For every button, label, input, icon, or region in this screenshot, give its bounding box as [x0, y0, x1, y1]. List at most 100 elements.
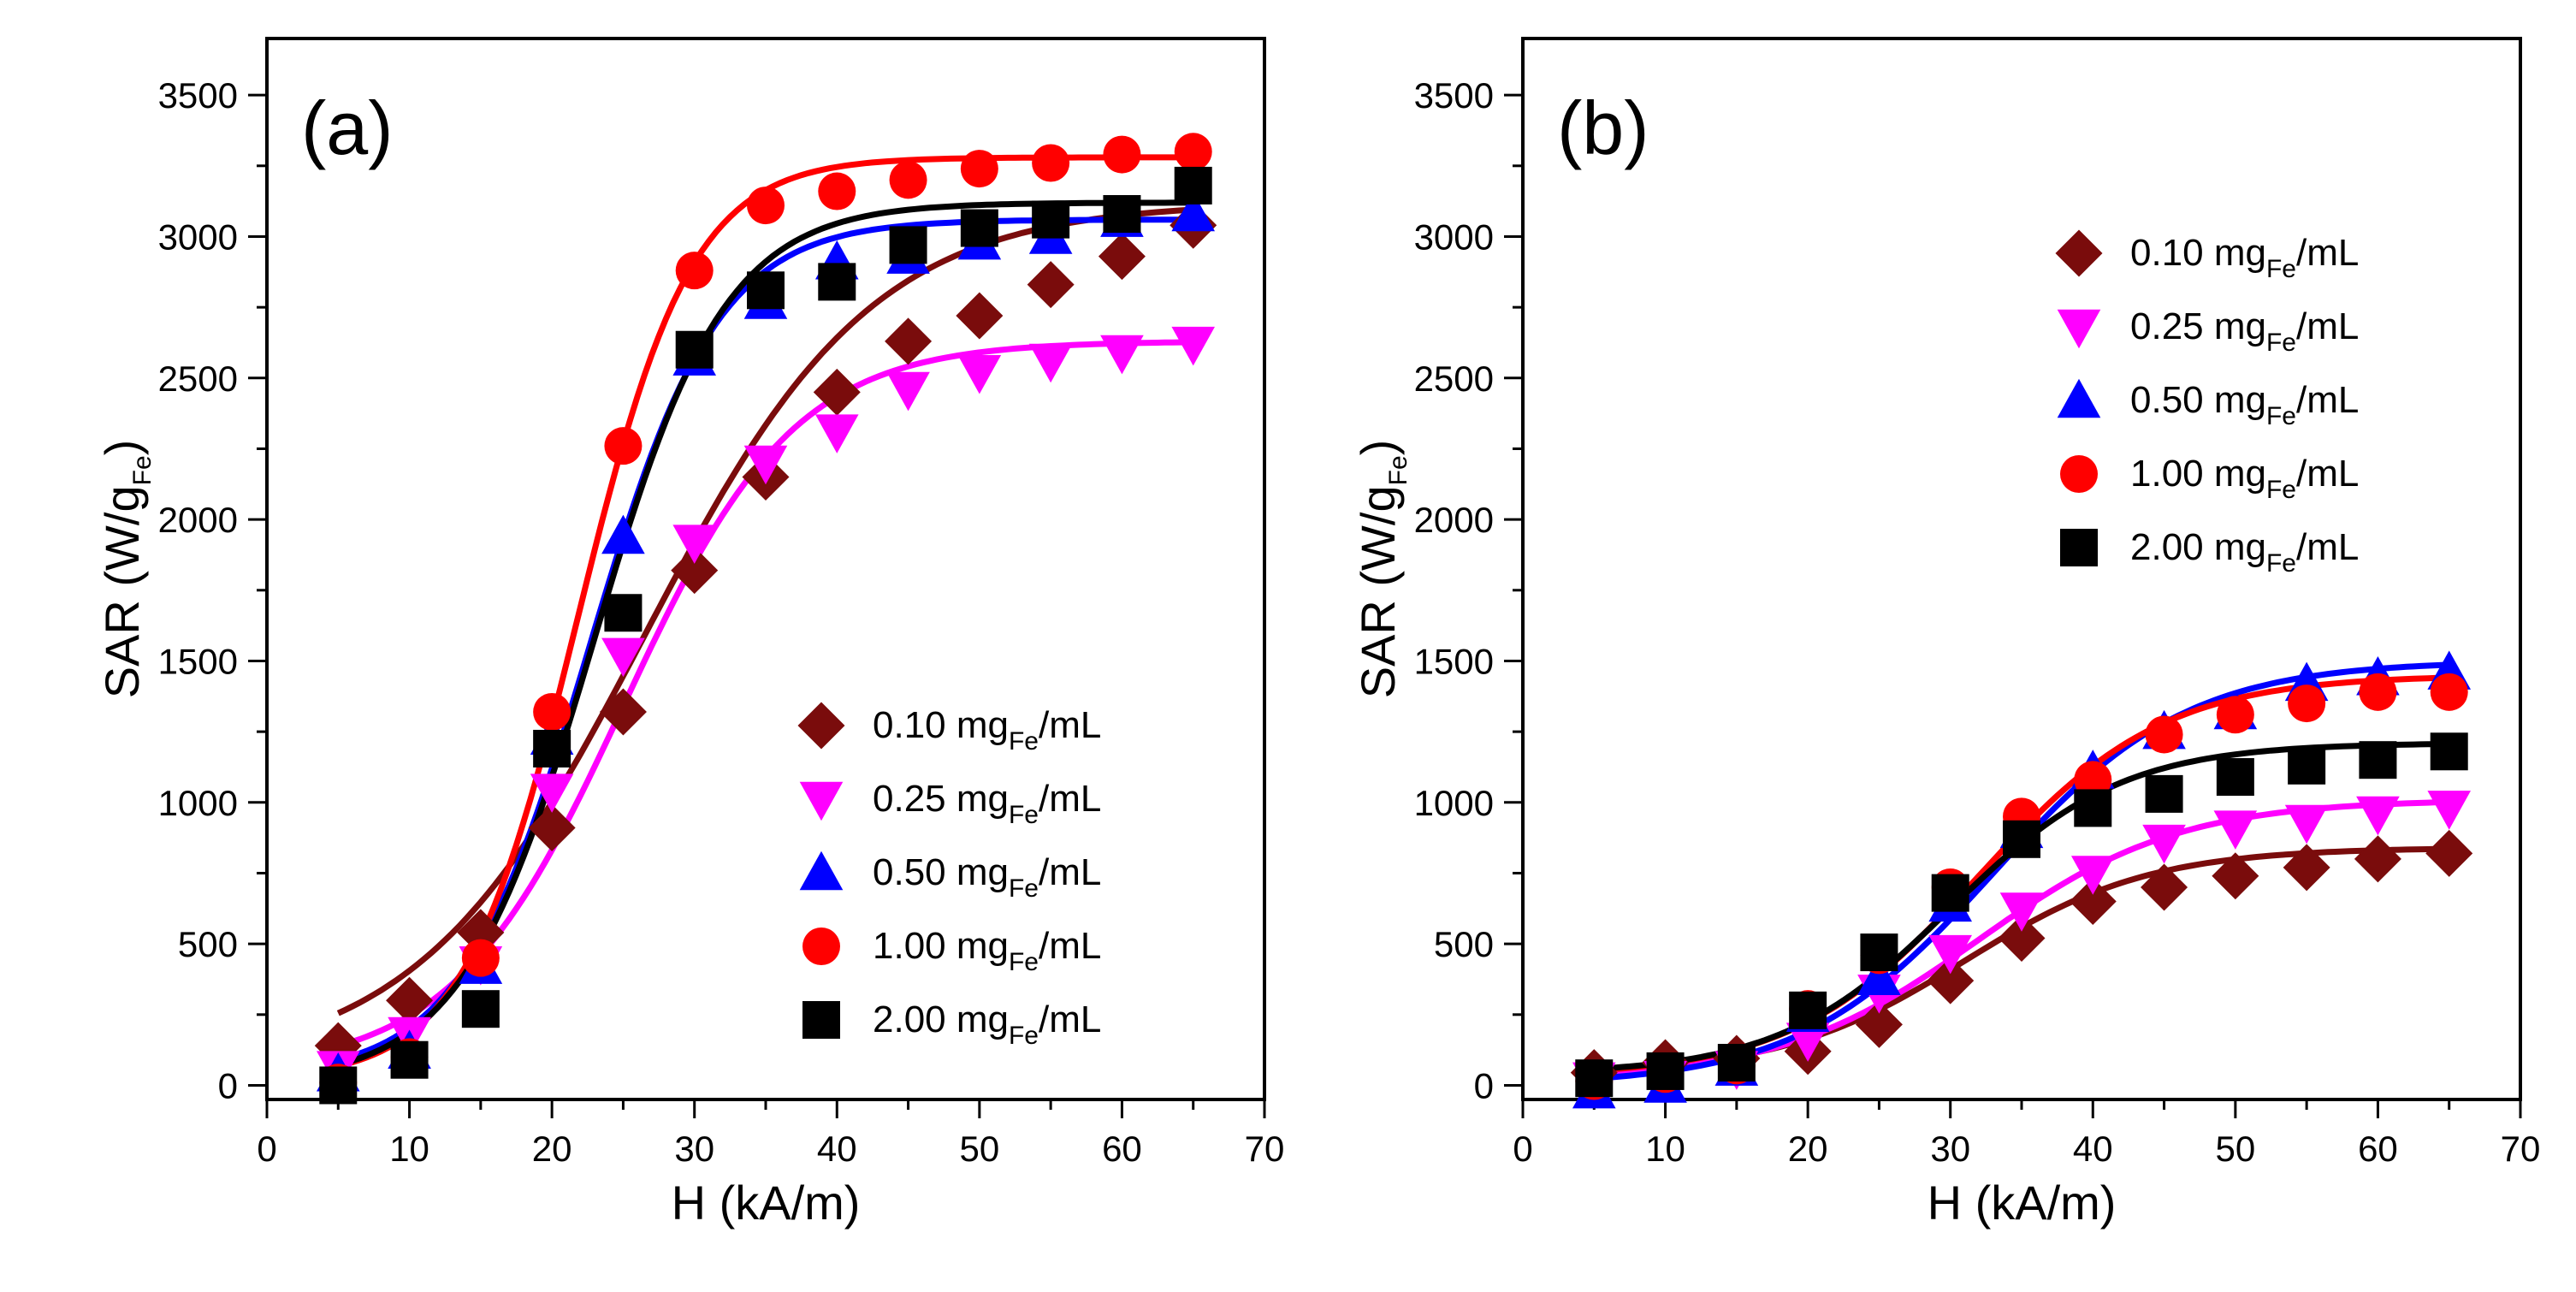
legend-marker-0.10	[797, 702, 845, 750]
data-point	[1785, 1022, 1830, 1062]
data-point	[601, 514, 645, 554]
data-point	[533, 692, 571, 731]
y-tick-label: 2000	[1414, 500, 1494, 540]
data-point	[530, 773, 574, 813]
data-point	[960, 209, 998, 247]
data-point	[461, 939, 500, 977]
legend-marker-0.25	[2057, 309, 2101, 349]
data-point	[2216, 696, 2254, 734]
legend-marker-1.00	[2060, 455, 2098, 493]
data-point	[1789, 991, 1827, 1029]
y-tick-label: 0	[1474, 1065, 1494, 1105]
data-point	[1927, 957, 1975, 1005]
data-point	[319, 1066, 358, 1105]
data-point	[1032, 200, 1070, 239]
x-tick-label: 70	[1245, 1129, 1285, 1169]
data-point	[2142, 824, 2186, 864]
data-point	[461, 990, 500, 1028]
data-point	[1174, 133, 1212, 171]
data-point	[2212, 852, 2259, 900]
data-point	[2074, 789, 2112, 827]
data-point	[813, 368, 861, 416]
x-axis-title: H (kA/m)	[1928, 1176, 2117, 1230]
y-tick-label: 500	[178, 924, 238, 964]
data-point	[675, 330, 714, 369]
data-point	[2430, 673, 2468, 711]
data-point	[889, 161, 927, 199]
data-point	[957, 354, 1002, 394]
legend-label-0.50: 0.50 mgFe/mL	[873, 851, 1101, 903]
legend-label-0.10: 0.10 mgFe/mL	[873, 704, 1101, 756]
legend: 0.10 mgFe/mL 0.25 mgFe/mL 0.50 mgFe/mL 1.00…	[2055, 229, 2359, 578]
y-axis-title: SAR (W/gFe)	[95, 440, 157, 699]
legend-marker-0.10	[2055, 229, 2103, 277]
legend-label-2.00: 2.00 mgFe/mL	[2130, 526, 2359, 578]
data-point	[1103, 135, 1141, 174]
series-2.00	[319, 166, 1212, 1105]
x-tick-label: 10	[1645, 1129, 1685, 1169]
data-point	[2141, 863, 2188, 911]
x-tick-label: 0	[1513, 1129, 1532, 1169]
data-point	[675, 252, 714, 290]
series-1.00	[1575, 673, 2468, 1100]
data-point	[604, 594, 643, 632]
data-point	[818, 172, 856, 210]
data-point	[1998, 915, 2046, 963]
x-tick-label: 30	[674, 1129, 714, 1169]
data-point	[2425, 829, 2473, 877]
y-tick-label: 1000	[1414, 783, 1494, 823]
data-point	[601, 637, 645, 678]
y-tick-label: 2500	[158, 359, 238, 399]
data-point	[1171, 192, 1216, 232]
legend-marker-0.50	[799, 850, 844, 891]
data-point	[2430, 732, 2468, 771]
data-point	[1646, 1052, 1685, 1090]
data-point	[386, 976, 434, 1024]
data-point	[1032, 144, 1070, 182]
data-point	[2359, 673, 2397, 711]
x-tick-label: 60	[1102, 1129, 1142, 1169]
y-axis-title-group: SAR (W/gFe)	[1351, 440, 1412, 699]
data-point	[672, 525, 717, 564]
data-point	[886, 371, 930, 412]
legend-label-0.25: 0.25 mgFe/mL	[873, 778, 1101, 829]
y-tick-label: 1500	[158, 641, 238, 681]
data-point	[2288, 685, 2326, 723]
panel-label: (b)	[1557, 86, 1649, 170]
data-point	[1100, 335, 1144, 375]
legend: 0.10 mgFe/mL 0.25 mgFe/mL 0.50 mgFe/mL 1.00…	[797, 702, 1101, 1050]
data-point	[2145, 774, 2183, 813]
data-point	[1174, 166, 1212, 204]
data-point	[1575, 1059, 1614, 1098]
legend-marker-0.25	[799, 781, 844, 821]
series-2.00	[1575, 732, 2468, 1098]
data-point	[956, 292, 1004, 340]
data-point	[1860, 933, 1898, 972]
legend-label-0.25: 0.25 mgFe/mL	[2130, 305, 2359, 357]
y-tick-label: 2500	[1414, 359, 1494, 399]
x-tick-label: 20	[532, 1129, 572, 1169]
y-axis-title: SAR (W/gFe)	[1351, 440, 1412, 699]
panel-label: (a)	[301, 86, 394, 170]
data-point	[2284, 804, 2329, 845]
chart-panel-a: 0 10 20 30 40 50 60 70 0 500 1000 1500 2000 2500 3000 3…	[95, 37, 1285, 1230]
data-point	[814, 414, 859, 453]
legend-label-0.10: 0.10 mgFe/mL	[2130, 232, 2359, 283]
legend-marker-1.00	[802, 928, 840, 965]
legend-label-0.50: 0.50 mgFe/mL	[2130, 379, 2359, 430]
data-point	[747, 271, 785, 310]
x-tick-label: 70	[2501, 1129, 2541, 1169]
y-tick-label: 3500	[1414, 75, 1494, 116]
data-point	[2069, 878, 2117, 926]
data-point	[604, 427, 643, 465]
data-point	[533, 729, 571, 767]
y-tick-label: 1500	[1414, 641, 1494, 681]
legend-label-2.00: 2.00 mgFe/mL	[873, 999, 1101, 1050]
data-point	[599, 688, 647, 736]
data-point	[1855, 1000, 1903, 1048]
data-point	[743, 445, 788, 485]
y-tick-label: 3000	[158, 216, 238, 257]
data-point	[2283, 844, 2330, 892]
x-tick-label: 0	[257, 1129, 276, 1169]
data-point	[2213, 810, 2258, 850]
